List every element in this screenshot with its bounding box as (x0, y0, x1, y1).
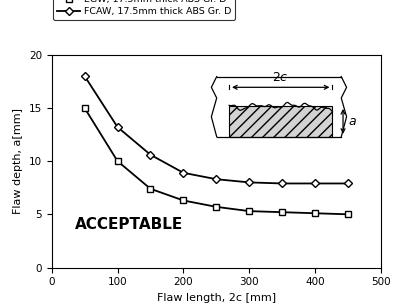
FCAW, 17.5mm thick ABS Gr. D (214, 178, 219, 181)
Text: $2c$: $2c$ (272, 71, 289, 84)
EGW, 17.5mm thick ABS Gr. D (82, 106, 87, 110)
Line: EGW, 17.5mm thick ABS Gr. D: EGW, 17.5mm thick ABS Gr. D (81, 105, 351, 217)
EGW, 17.5mm thick ABS Gr. D (181, 199, 186, 202)
FCAW, 17.5mm thick ABS Gr. D (148, 153, 153, 157)
Line: FCAW, 17.5mm thick ABS Gr. D: FCAW, 17.5mm thick ABS Gr. D (81, 73, 351, 187)
FCAW, 17.5mm thick ABS Gr. D (82, 74, 87, 78)
FCAW, 17.5mm thick ABS Gr. D (115, 125, 120, 129)
FCAW, 17.5mm thick ABS Gr. D (247, 181, 252, 184)
Text: ACCEPTABLE: ACCEPTABLE (75, 217, 183, 232)
Bar (229, 106, 332, 137)
Legend: EGW, 17.5mm thick ABS Gr. D, FCAW, 17.5mm thick ABS Gr. D: EGW, 17.5mm thick ABS Gr. D, FCAW, 17.5m… (53, 0, 235, 20)
X-axis label: Flaw length, 2c [mm]: Flaw length, 2c [mm] (157, 293, 276, 303)
EGW, 17.5mm thick ABS Gr. D (280, 210, 285, 214)
EGW, 17.5mm thick ABS Gr. D (247, 209, 252, 213)
Y-axis label: Flaw depth, a[mm]: Flaw depth, a[mm] (13, 108, 23, 214)
EGW, 17.5mm thick ABS Gr. D (148, 187, 153, 191)
FCAW, 17.5mm thick ABS Gr. D (313, 182, 318, 185)
Text: $a$: $a$ (348, 115, 357, 128)
EGW, 17.5mm thick ABS Gr. D (346, 212, 351, 216)
FCAW, 17.5mm thick ABS Gr. D (346, 182, 351, 185)
FCAW, 17.5mm thick ABS Gr. D (280, 182, 285, 185)
EGW, 17.5mm thick ABS Gr. D (115, 159, 120, 163)
FCAW, 17.5mm thick ABS Gr. D (181, 171, 186, 174)
EGW, 17.5mm thick ABS Gr. D (313, 212, 318, 215)
EGW, 17.5mm thick ABS Gr. D (214, 205, 219, 209)
